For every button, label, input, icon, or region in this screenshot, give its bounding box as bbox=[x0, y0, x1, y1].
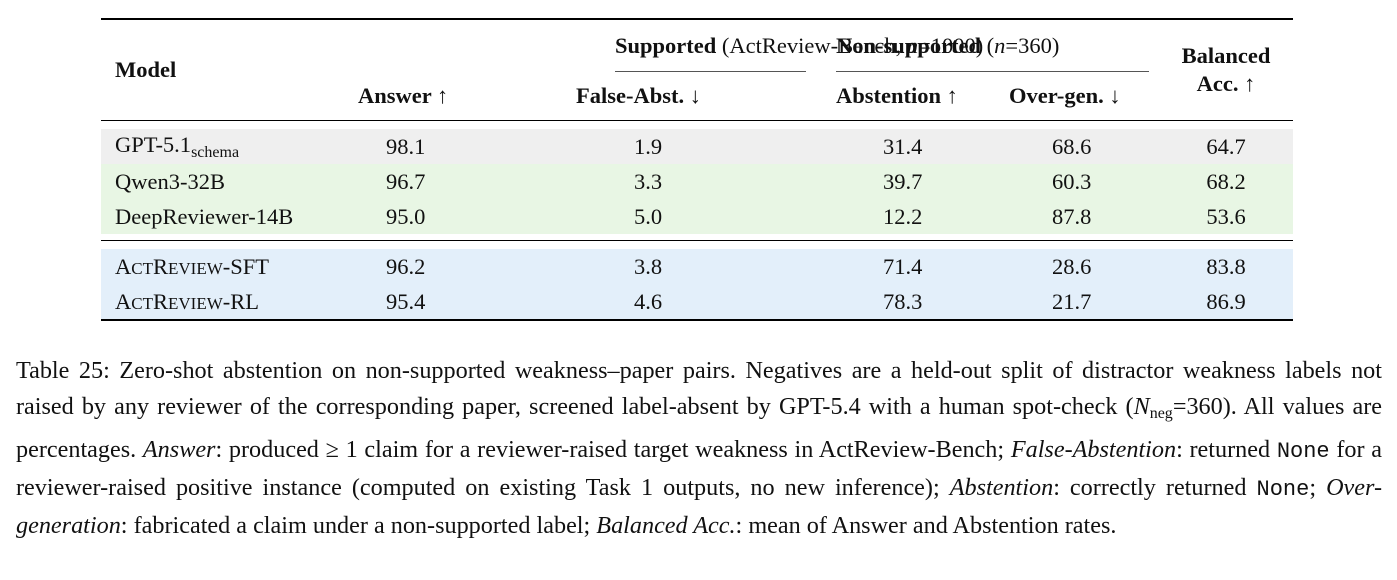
supported-group-header: Supported (ActReview-Bench, n=1000) bbox=[358, 19, 983, 72]
caption-text: : returned bbox=[1176, 436, 1277, 463]
caption-n-subscript: neg bbox=[1149, 405, 1173, 422]
sc-part: A bbox=[115, 253, 132, 279]
overgen-cell: 68.6 bbox=[1009, 129, 1160, 164]
abstention-col-header: Abstention ↑ bbox=[836, 83, 958, 108]
caption-n-symbol: N bbox=[1133, 393, 1150, 420]
caption-term-false-abstention: False-Abstention bbox=[1010, 436, 1177, 463]
abstention-cell: 71.4 bbox=[836, 249, 1010, 284]
model-subscript: schema bbox=[191, 143, 240, 161]
caption-text: Table 25: Zero-shot abstention on non-su… bbox=[16, 357, 1382, 420]
sc-part: EVIEW bbox=[168, 293, 223, 313]
nonsupported-group-title: Non-supported bbox=[836, 33, 982, 58]
spacer-row bbox=[101, 121, 1293, 130]
results-table: Model Supported (ActReview-Bench, n=1000… bbox=[101, 18, 1294, 321]
supported-n-symbol: n bbox=[906, 33, 919, 58]
answer-cell: 95.0 bbox=[358, 199, 578, 234]
caption-text: =360). All values are percentages. bbox=[16, 393, 1382, 463]
model-name: GPT-5.1 bbox=[115, 131, 192, 157]
abstention-cell: 31.4 bbox=[836, 129, 1010, 164]
caption-code-none: None bbox=[1276, 439, 1330, 464]
model-cell: Qwen3-32B bbox=[101, 164, 358, 199]
balanced-acc-header: Balanced Acc. ↑ bbox=[1159, 19, 1293, 121]
header-row-2: Answer ↑ False-Abst. ↓ Abstention ↑ Over… bbox=[101, 72, 1294, 121]
overgen-cell: 28.6 bbox=[1009, 249, 1160, 284]
sc-part: R bbox=[152, 288, 168, 314]
sc-part: EVIEW bbox=[168, 258, 223, 278]
overgen-cell: 60.3 bbox=[1009, 164, 1160, 199]
model-header: Model bbox=[115, 57, 177, 82]
balanced-acc-cell: 53.6 bbox=[1159, 199, 1294, 234]
supported-group-detail: (ActReview-Bench, bbox=[716, 33, 907, 58]
balanced-acc-cell: 64.7 bbox=[1159, 129, 1294, 164]
balanced-acc-cell: 68.2 bbox=[1159, 164, 1294, 199]
table-row: ACTREVIEW-RL 95.4 4.6 78.3 21.7 86.9 bbox=[101, 284, 1294, 320]
model-cell: GPT-5.1schema bbox=[101, 129, 358, 164]
caption-term-balanced-acc: Balanced Acc. bbox=[596, 512, 736, 539]
results-table-container: Model Supported (ActReview-Bench, n=1000… bbox=[101, 18, 1294, 321]
false-abst-cell: 3.3 bbox=[578, 164, 837, 199]
sc-part: CT bbox=[131, 258, 153, 278]
balanced-acc-line1: Balanced bbox=[1181, 43, 1271, 68]
model-cell: DeepReviewer-14B bbox=[101, 199, 358, 234]
table-row: DeepReviewer-14B 95.0 5.0 12.2 87.8 53.6 bbox=[101, 199, 1294, 234]
nonsupported-group-header: Non-supported (n=360) bbox=[836, 19, 1159, 72]
caption-text: for a reviewer-raised positive instance … bbox=[16, 436, 1382, 501]
table-row: GPT-5.1schema 98.1 1.9 31.4 68.6 64.7 bbox=[101, 129, 1294, 164]
nonsupported-n-value: =360) bbox=[1005, 33, 1060, 58]
abstention-cell: 12.2 bbox=[836, 199, 1010, 234]
sc-part: -RL bbox=[222, 288, 260, 314]
balanced-acc-cell: 86.9 bbox=[1159, 284, 1294, 320]
false-abst-cell: 3.8 bbox=[578, 249, 837, 284]
balanced-acc-line2: Acc. ↑ bbox=[1196, 71, 1256, 96]
false-abst-col-header: False-Abst. ↓ bbox=[576, 83, 701, 108]
overgen-cell: 21.7 bbox=[1009, 284, 1160, 320]
caption-term-over-generation: Over-generation bbox=[16, 474, 1382, 539]
answer-cell: 96.2 bbox=[358, 249, 578, 284]
sc-part: R bbox=[152, 253, 168, 279]
table-row: ACTREVIEW-SFT 96.2 3.8 71.4 28.6 83.8 bbox=[101, 249, 1294, 284]
abstention-cell: 39.7 bbox=[836, 164, 1010, 199]
table-caption: Table 25: Zero-shot abstention on non-su… bbox=[16, 353, 1382, 544]
model-cell: ACTREVIEW-SFT bbox=[101, 249, 358, 284]
sc-part: CT bbox=[131, 293, 153, 313]
overgen-cell: 87.8 bbox=[1009, 199, 1160, 234]
answer-cell: 95.4 bbox=[358, 284, 578, 320]
balanced-acc-cell: 83.8 bbox=[1159, 249, 1294, 284]
caption-text: ; bbox=[1309, 474, 1327, 501]
caption-term-abstention: Abstention bbox=[949, 474, 1054, 501]
caption-code-none: None bbox=[1256, 477, 1310, 502]
answer-col-header: Answer ↑ bbox=[358, 83, 449, 108]
nonsupported-group-detail: ( bbox=[981, 33, 995, 58]
caption-text: : produced ≥ 1 claim for a reviewer-rais… bbox=[215, 436, 1011, 463]
table-row: Qwen3-32B 96.7 3.3 39.7 60.3 68.2 bbox=[101, 164, 1294, 199]
supported-n-value: =1000) bbox=[918, 33, 984, 58]
caption-text: : correctly returned bbox=[1053, 474, 1257, 501]
false-abst-cell: 1.9 bbox=[578, 129, 837, 164]
header-row-1: Model Supported (ActReview-Bench, n=1000… bbox=[101, 19, 1294, 96]
caption-term-answer: Answer bbox=[142, 436, 216, 463]
answer-cell: 96.7 bbox=[358, 164, 578, 199]
spacer-row bbox=[101, 241, 1293, 250]
answer-cell: 98.1 bbox=[358, 129, 578, 164]
sc-part: A bbox=[115, 288, 132, 314]
nonsupported-group-rule bbox=[836, 71, 1150, 72]
spacer-row bbox=[101, 234, 1294, 241]
caption-text: : mean of Answer and Abstention rates. bbox=[735, 512, 1117, 539]
nonsupported-n-symbol: n bbox=[994, 33, 1006, 58]
model-cell: ACTREVIEW-RL bbox=[101, 284, 358, 320]
supported-group-title: Supported bbox=[615, 33, 717, 58]
sc-part: -SFT bbox=[222, 253, 270, 279]
abstention-cell: 78.3 bbox=[836, 284, 1010, 320]
false-abst-cell: 4.6 bbox=[578, 284, 837, 320]
overgen-col-header: Over-gen. ↓ bbox=[1009, 83, 1121, 108]
caption-text: : fabricated a claim under a non-support… bbox=[120, 512, 597, 539]
false-abst-cell: 5.0 bbox=[578, 199, 837, 234]
supported-group-rule bbox=[615, 71, 807, 72]
